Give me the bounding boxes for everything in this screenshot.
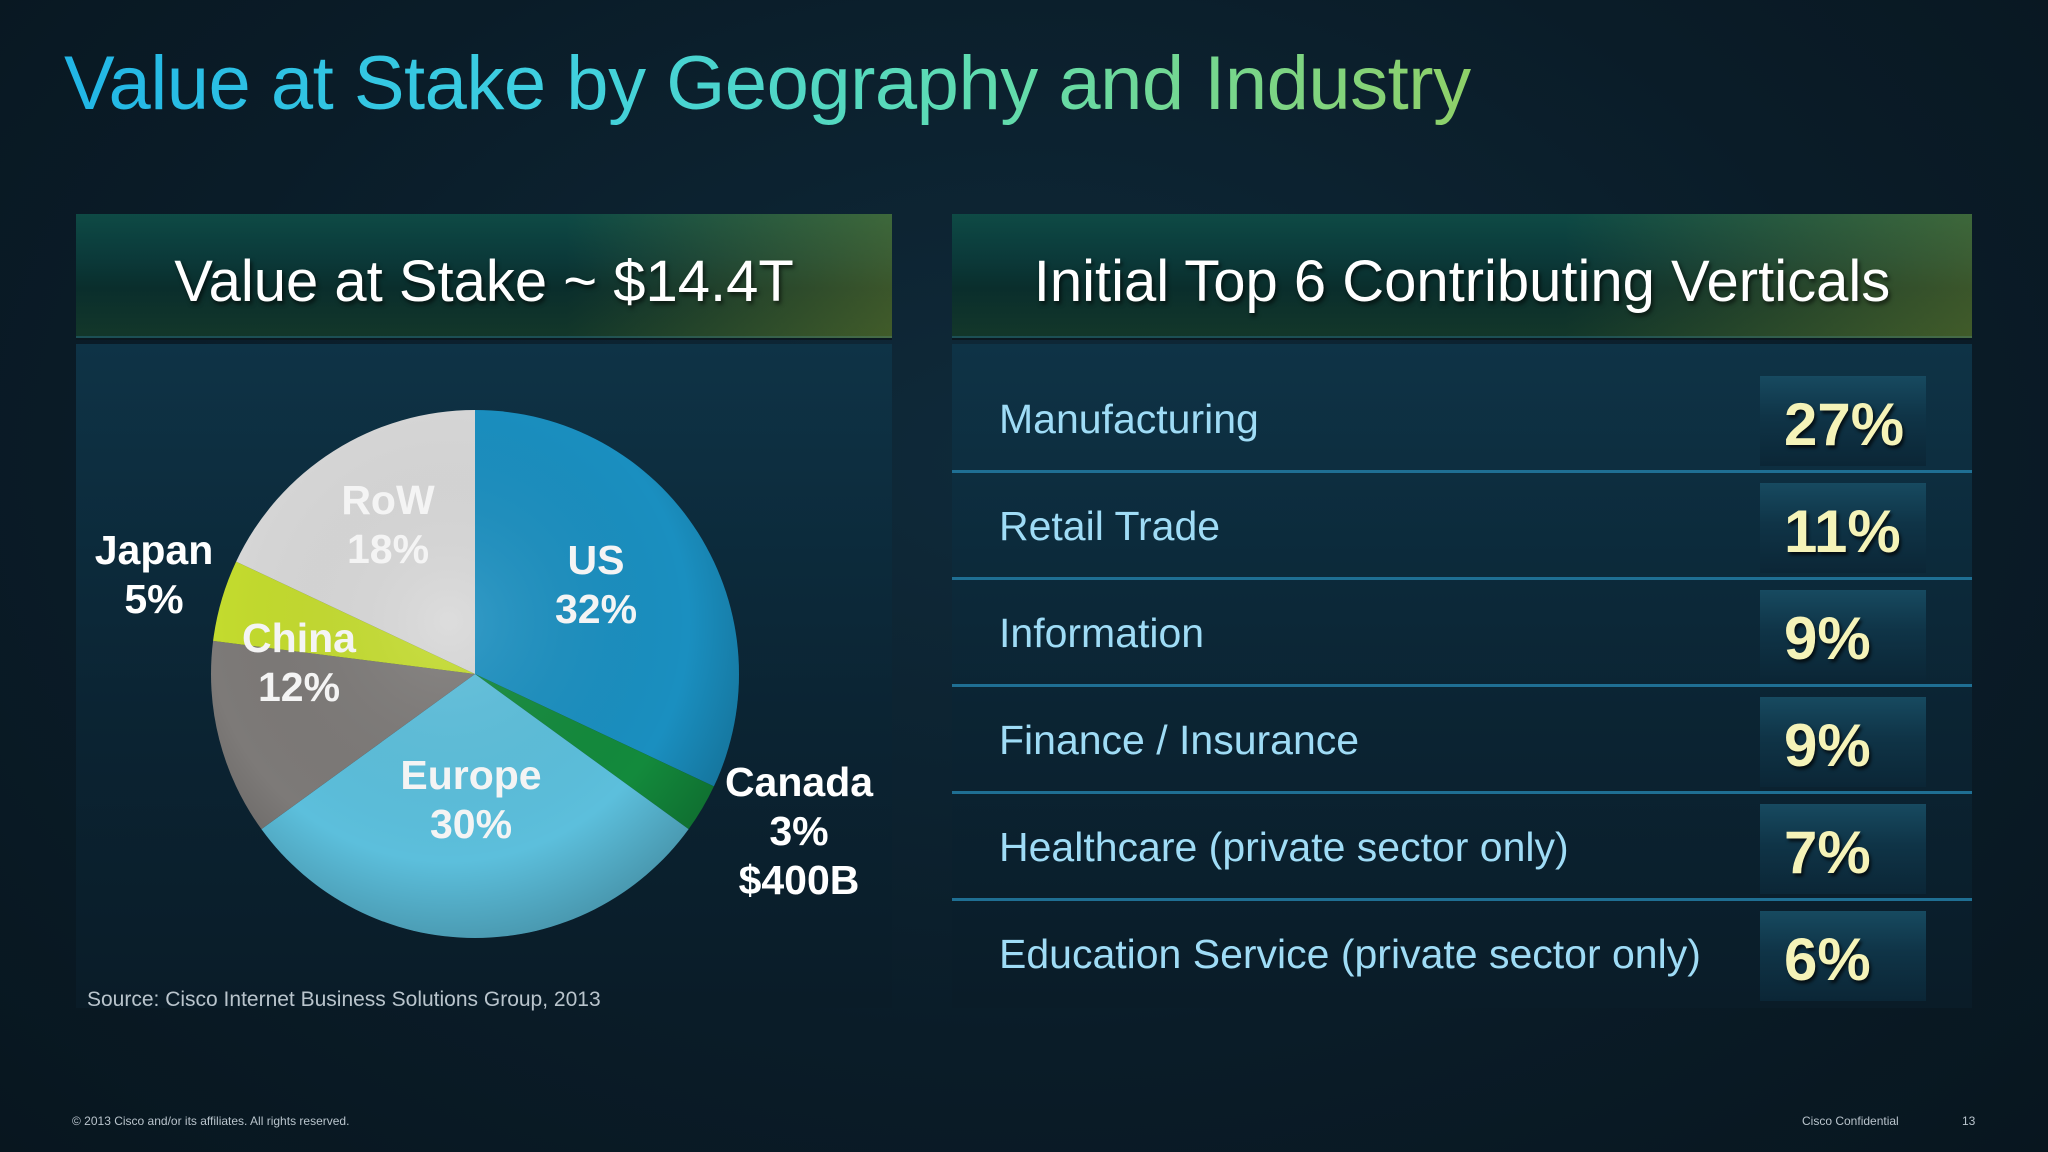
vertical-value-box: 9% (1760, 697, 1926, 787)
vertical-value: 7% (1784, 819, 1871, 886)
geography-panel-title: Value at Stake ~ $14.4T (174, 249, 794, 314)
footer-copyright: © 2013 Cisco and/or its affiliates. All … (72, 1114, 350, 1128)
vertical-value: 27% (1784, 391, 1905, 458)
vertical-value: 9% (1784, 712, 1871, 779)
pie-label-europe: Europe 30% (400, 752, 541, 847)
vertical-label: Finance / Insurance (999, 717, 1360, 763)
vertical-value-box: 6% (1760, 911, 1926, 1001)
geography-panel-body: US 32% Canada 3% $400B Europe 30% China 12% Japan… (76, 344, 892, 1011)
vertical-value: 11% (1784, 498, 1901, 565)
vertical-label: Education Service (private sector only) (999, 931, 1701, 977)
vertical-row: Education Service (private sector only) … (952, 901, 1972, 1005)
pie-shading (211, 410, 739, 938)
vertical-value: 9% (1784, 605, 1871, 672)
slide-title: Value at Stake by Geography and Industry (64, 41, 1471, 126)
pie-label-china: China 12% (242, 615, 357, 710)
source-note: Source: Cisco Internet Business Solution… (87, 988, 601, 1011)
verticals-panel-body: Manufacturing 27% Retail Trade 11% Infor… (952, 344, 1972, 1008)
geography-panel-header: Value at Stake ~ $14.4T (76, 214, 892, 338)
vertical-row: Healthcare (private sector only) 7% (952, 794, 1972, 901)
vertical-value-box: 9% (1760, 590, 1926, 680)
vertical-label: Retail Trade (999, 503, 1221, 549)
vertical-label: Healthcare (private sector only) (999, 824, 1569, 870)
vertical-row: Finance / Insurance 9% (952, 687, 1972, 794)
vertical-value-box: 27% (1760, 376, 1926, 466)
vertical-row: Retail Trade 11% (952, 473, 1972, 580)
verticals-list: Manufacturing 27% Retail Trade 11% Infor… (952, 366, 1972, 1005)
vertical-value-box: 11% (1760, 483, 1926, 573)
geography-panel: Value at Stake ~ $14.4T US 32% Canada 3% $40… (76, 214, 892, 1011)
footer-page-number: 13 (1962, 1114, 1976, 1128)
pie-label-canada: Canada 3% $400B (725, 759, 874, 903)
footer-confidential: Cisco Confidential (1802, 1114, 1899, 1128)
vertical-value-box: 7% (1760, 804, 1926, 894)
verticals-panel-title: Initial Top 6 Contributing Verticals (1033, 249, 1891, 314)
vertical-row: Manufacturing 27% (952, 366, 1972, 473)
pie-chart: US 32% Canada 3% $400B Europe 30% China 12% Japan… (95, 410, 874, 939)
vertical-value: 6% (1784, 926, 1871, 993)
vertical-label: Information (999, 610, 1205, 656)
pie-label-us: US 32% (555, 537, 637, 632)
pie-label-japan: Japan 5% (95, 527, 214, 622)
vertical-label: Manufacturing (999, 396, 1259, 442)
vertical-row: Information 9% (952, 580, 1972, 687)
verticals-panel: Initial Top 6 Contributing Verticals Man… (952, 214, 1972, 1008)
pie-label-row: RoW 18% (341, 477, 435, 572)
verticals-panel-header: Initial Top 6 Contributing Verticals (952, 214, 1972, 338)
